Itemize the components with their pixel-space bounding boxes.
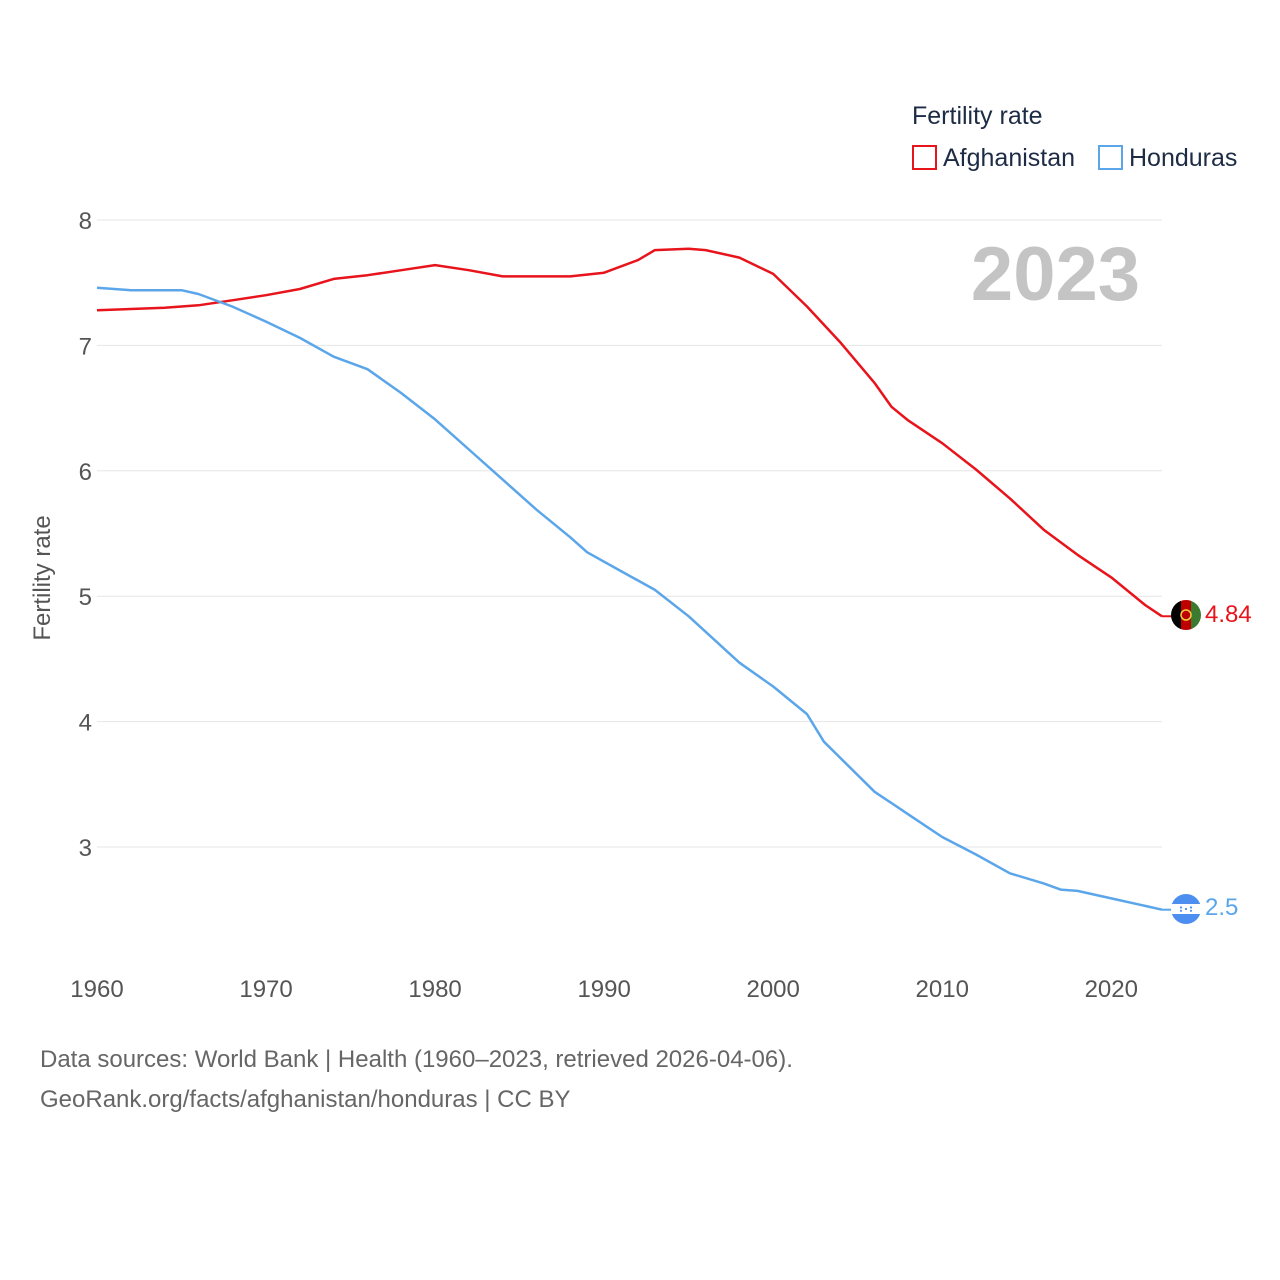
attribution-link[interactable]: GeoRank.org/facts/afghanistan/honduras |…	[40, 1086, 571, 1113]
footer: Data sources: World Bank | Health (1960–…	[40, 1040, 793, 1120]
x-tick-label: 2010	[916, 976, 969, 1003]
y-tick-label: 4	[79, 710, 92, 737]
end-markers: 4.84 2.5	[1171, 600, 1252, 924]
legend-label-honduras[interactable]: Honduras	[1129, 144, 1237, 172]
x-tick-label: 1990	[577, 976, 630, 1003]
y-tick-label: 3	[79, 835, 92, 862]
y-axis-ticks: 3 4 5 6 7 8	[79, 208, 92, 862]
x-tick-label: 1960	[70, 976, 123, 1003]
x-tick-label: 1970	[239, 976, 292, 1003]
y-tick-label: 6	[79, 459, 92, 486]
grid-lines	[97, 219, 1162, 848]
legend-swatch-honduras[interactable]	[1098, 145, 1123, 170]
y-tick-label: 7	[79, 333, 92, 360]
afghanistan-flag-icon	[1171, 600, 1201, 630]
data-source-text: Data sources: World Bank | Health (1960–…	[40, 1046, 793, 1073]
legend-label-afghanistan[interactable]: Afghanistan	[943, 144, 1075, 172]
y-tick-label: 5	[79, 584, 92, 611]
end-value-honduras: 2.5	[1205, 894, 1238, 921]
x-tick-label: 2000	[746, 976, 799, 1003]
y-tick-label: 8	[79, 208, 92, 235]
x-tick-label: 2020	[1085, 976, 1138, 1003]
series-line-honduras[interactable]	[96, 286, 1163, 911]
legend-swatch-afghanistan[interactable]	[912, 145, 937, 170]
end-value-afghanistan: 4.84	[1205, 601, 1252, 628]
series-lines	[96, 247, 1172, 911]
x-axis-ticks: 1960 1970 1980 1990 2000 2010 2020	[70, 976, 1138, 1003]
honduras-flag-icon	[1171, 894, 1201, 924]
legend: Fertility rate Afghanistan Honduras	[912, 102, 1237, 172]
legend-title: Fertility rate	[912, 102, 1043, 130]
series-line-afghanistan[interactable]	[96, 247, 1163, 618]
year-label: 2023	[971, 232, 1140, 317]
x-tick-label: 1980	[408, 976, 461, 1003]
y-axis-label: Fertility rate	[29, 515, 56, 640]
